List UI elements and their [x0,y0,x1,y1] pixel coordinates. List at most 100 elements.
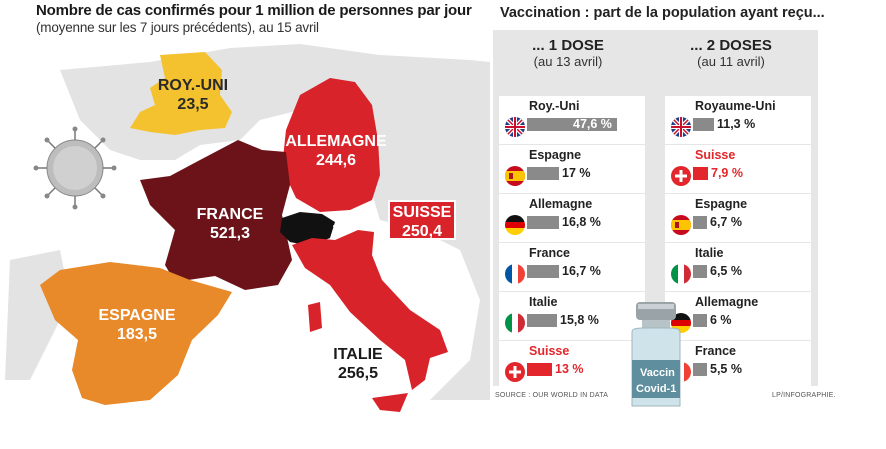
label-france-value: 521,3 [209,225,251,242]
bar-value-label: 16,7 % [562,264,601,278]
bar-mark [527,363,552,376]
bar-value-label: 15,8 % [560,313,599,327]
map-title: Nombre de cas confirmés pour 1 million d… [36,2,472,19]
label-france-name: FRANCE [196,206,264,223]
bar-mark [527,118,617,131]
bar-mark [693,118,714,131]
france-flag-icon [505,264,525,284]
bar-category-label: Espagne [529,148,582,162]
bar-row: Espagne 6,7 % [665,194,811,242]
col2-date: (au 11 avril) [697,54,765,69]
label-germany-name: ALLEMAGNE [285,133,387,150]
uk-flag-icon [505,117,525,137]
switzerland-shape [280,212,335,246]
map-subtitle: (moyenne sur les 7 jours précédents), au… [36,20,319,35]
bar-mark [693,363,707,376]
label-switzerland-name: SUISSE [392,204,452,221]
label-italy-name: ITALIE [333,346,383,363]
bar-value-label: 16,8 % [562,215,601,229]
col1-heading: ... 1 DOSE [532,37,604,54]
col2-heading: ... 2 DOSES [690,37,772,54]
bar-value-label: 6,5 % [710,264,742,278]
bar-value-label: 6,7 % [710,215,742,229]
europe-map [5,44,490,412]
vaccine-vial-icon: Vaccin Covid-1 [631,302,681,407]
bar-category-label: Roy.-Uni [529,99,580,113]
switzerland-flag-icon [671,166,691,186]
label-spain-name: ESPAGNE [98,307,176,324]
bar-mark [693,314,707,327]
bar-value-label: 47,6 % [573,117,612,131]
label-switzerland: SUISSE 250,4 [388,200,456,240]
bar-category-label: Allemagne [529,197,593,211]
virus-icon [33,126,117,210]
bar-row: Allemagne 6 % [665,292,811,340]
germany-shape [282,78,380,212]
germany-flag-icon [505,215,525,235]
bar-value-label: 13 % [555,362,584,376]
label-germany: ALLEMAGNE 244,6 [281,132,391,170]
bar-category-label: Royaume-Uni [695,99,776,113]
bar-row: Espagne 17 % [499,145,645,193]
col1-header: ... 1 DOSE (au 13 avril) [493,37,643,69]
bar-category-label: Italie [695,246,724,260]
label-switzerland-value: 250,4 [401,223,443,240]
bar-row: Allemagne 16,8 % [499,194,645,242]
vial-label-line2: Covid-1 [636,383,676,395]
spain-flag-icon [671,215,691,235]
italy-shape [292,230,448,390]
spain-flag-icon [505,166,525,186]
bar-row: Suisse 13 % [499,341,645,389]
bar-value-label: 11,3 % [717,117,756,131]
bar-value-label: 7,9 % [711,166,743,180]
vaccination-title: Vaccination : part de la population ayan… [500,5,825,21]
bar-category-label: Suisse [529,344,570,358]
label-france: FRANCE 521,3 [185,205,275,243]
bar-value-label: 17 % [562,166,591,180]
label-spain-value: 183,5 [116,326,158,343]
bar-value-label: 6 % [710,313,732,327]
bar-mark [693,216,707,229]
bar-category-label: France [695,344,736,358]
bar-row: Royaume-Uni 11,3 % [665,96,811,144]
sardinia-shape [308,302,322,332]
bar-mark [693,265,707,278]
bar-mark [527,216,559,229]
bar-category-label: Allemagne [695,295,759,309]
bar-category-label: Espagne [695,197,748,211]
label-italy-value: 256,5 [337,365,379,382]
bar-mark [527,167,559,180]
bar-row: France 16,7 % [499,243,645,291]
bar-value-label: 5,5 % [710,362,742,376]
bar-category-label: Suisse [695,148,736,162]
col1-date: (au 13 avril) [533,54,603,69]
bar-category-label: France [529,246,570,260]
bar-mark [527,314,557,327]
col2-header: ... 2 DOSES (au 11 avril) [656,37,806,69]
spain-shape [40,262,232,405]
italy-flag-icon [505,313,525,333]
label-germany-value: 244,6 [315,152,357,169]
label-uk-name: ROY.-UNI [157,77,229,94]
vaccination-panel: ... 1 DOSE (au 13 avril) ... 2 DOSES (au… [493,30,818,389]
switzerland-flag-icon [505,362,525,382]
credit-note: LP/INFOGRAPHIE. [772,392,836,399]
germany-flag-icon [671,313,691,333]
bar-mark [527,265,559,278]
sicily-shape [372,393,408,412]
source-note: SOURCE : OUR WORLD IN DATA [495,392,609,399]
label-uk: ROY.-UNI 23,5 [150,76,236,114]
label-spain: ESPAGNE 183,5 [92,306,182,344]
bar-row: Italie 15,8 % [499,292,645,340]
vial-label-line1: Vaccin [640,367,675,379]
bar-mark [693,167,708,180]
label-uk-value: 23,5 [177,96,209,113]
uk-flag-icon [671,117,691,137]
label-italy: ITALIE 256,5 [318,345,398,383]
bar-row: Italie 6,5 % [665,243,811,291]
bar-row: Suisse 7,9 % [665,145,811,193]
bar-row: Roy.-Uni 47,6 % [499,96,645,144]
uk-shape [130,52,232,135]
italy-flag-icon [671,264,691,284]
france-shape [140,140,292,290]
